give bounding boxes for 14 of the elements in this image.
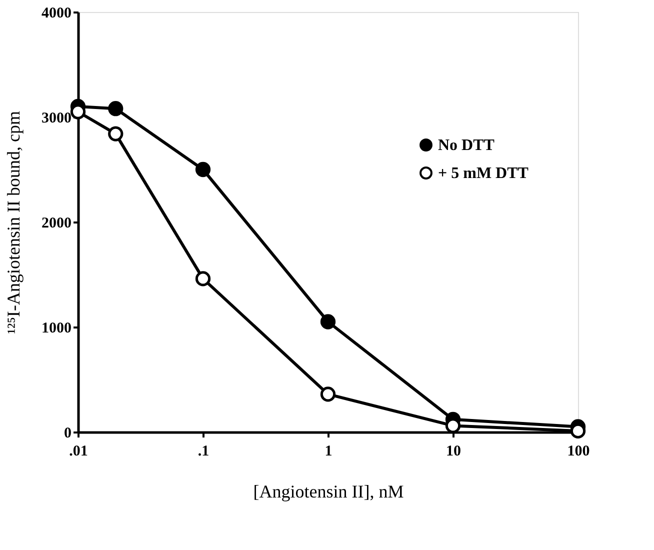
y-tick-label: 4000	[42, 6, 72, 22]
x-tick-label: 10	[446, 444, 461, 460]
y-tick-label: 1000	[42, 320, 72, 336]
x-tick-label: .1	[198, 444, 210, 460]
legend-label: + 5 mM DTT	[438, 165, 529, 182]
x-tick-label: 100	[567, 444, 590, 460]
x-tick-label: 1	[324, 444, 332, 460]
y-tick-label: 2000	[42, 216, 72, 232]
y-tick-label: 0	[64, 426, 72, 442]
y-tick-label: 3000	[42, 110, 72, 126]
y-axis-title: ¹²⁵I-Angiotensin II bound, cpm	[4, 110, 24, 334]
x-axis-title: [Angiotensin II], nM	[253, 482, 404, 502]
x-tick-label: .01	[69, 444, 88, 460]
legend-label: No DTT	[438, 137, 495, 154]
